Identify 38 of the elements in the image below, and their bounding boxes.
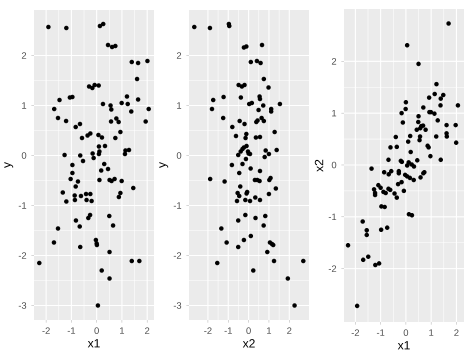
y-tick-label: -3 — [18, 302, 26, 309]
x-tick-label: -1 — [68, 327, 76, 334]
y-tick-label: -2 — [174, 252, 182, 259]
y-tick-label: -1 — [174, 202, 182, 209]
y-tick-label: -2 — [328, 265, 336, 272]
x-axis-title: x1 — [88, 339, 100, 348]
y-axis-title: x2 — [314, 160, 324, 172]
x-tick-label: 2 — [145, 327, 150, 334]
x-axis-title: x1 — [398, 341, 410, 350]
x-tick-label: 0 — [246, 327, 251, 334]
x-tick-label: 1 — [429, 329, 434, 336]
x-tick-label: 2 — [287, 327, 292, 334]
x-tick-label: -1 — [224, 327, 232, 334]
y-tick-label: 1 — [22, 102, 26, 109]
y-tick-label: -1 — [18, 202, 26, 209]
x-tick-label: -1 — [376, 329, 384, 336]
y-tick-label: 2 — [176, 52, 182, 59]
x-tick-label: 2 — [454, 329, 459, 336]
y-axis-title: y — [159, 162, 168, 168]
x-tick-label: 0 — [94, 327, 99, 334]
y-tick-label: 0 — [176, 152, 182, 159]
y-tick-label: 1 — [177, 102, 182, 109]
y-tick-label: 0 — [22, 152, 26, 159]
y-tick-label: -2 — [18, 252, 26, 259]
y-axis-title: y — [4, 162, 14, 168]
x-tick-label: -2 — [352, 329, 360, 336]
x-tick-label: 1 — [120, 327, 124, 334]
y-tick-label: 1 — [332, 110, 336, 116]
x-tick-label: 1 — [267, 327, 272, 334]
y-tick-label: 2 — [332, 58, 336, 65]
x-tick-label: -2 — [42, 327, 50, 334]
y-tick-label: -1 — [328, 214, 336, 220]
y-tick-label: 2 — [22, 52, 26, 59]
x-tick-label: -2 — [204, 327, 212, 334]
y-tick-label: -3 — [174, 302, 182, 309]
x-tick-label: 0 — [404, 329, 408, 336]
x-axis-title: x2 — [242, 339, 255, 348]
y-tick-label: 0 — [332, 162, 336, 168]
